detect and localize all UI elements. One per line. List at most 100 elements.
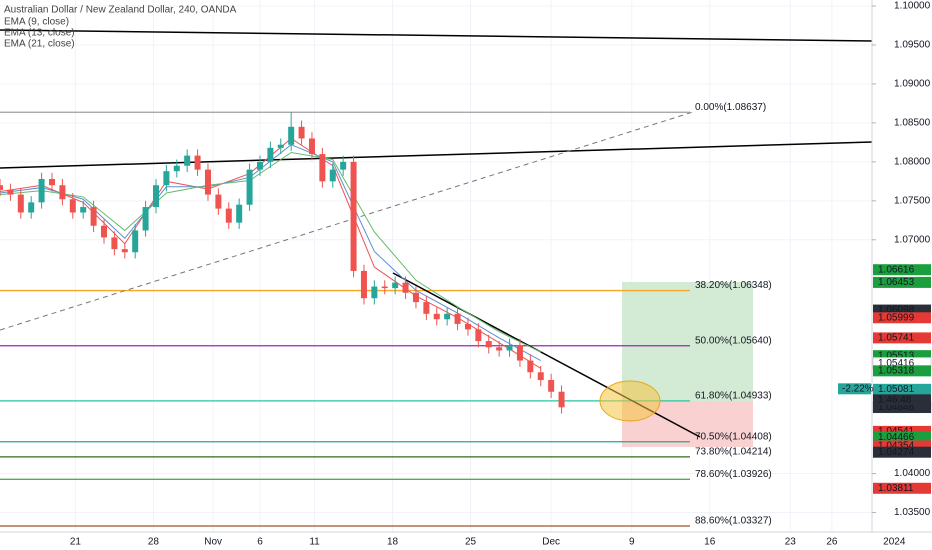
candle-body <box>288 126 295 145</box>
countdown-label: 1:46:48 <box>878 394 912 405</box>
price-label: 1.05513 <box>878 350 915 361</box>
candle-body <box>194 155 201 170</box>
fib-label: 38.20%(1.06348) <box>695 280 772 291</box>
candle-body <box>423 302 430 314</box>
price-label: 1.05318 <box>878 365 915 376</box>
legend-entry: EMA (13, close) <box>4 28 75 39</box>
price-label: 1.04541 <box>878 426 915 437</box>
candle-body <box>152 185 159 208</box>
candle-body <box>163 171 170 186</box>
candle-body <box>350 161 357 271</box>
candle-body <box>548 380 555 392</box>
y-tick-label: 1.09500 <box>894 40 931 51</box>
candle-body <box>17 194 24 213</box>
price-label-box <box>873 304 931 316</box>
price-label: 1.05081 <box>878 384 915 395</box>
trend-line <box>0 111 694 331</box>
price-label-box <box>873 401 931 413</box>
candle-body <box>496 347 503 351</box>
x-tick-label: 16 <box>704 537 716 548</box>
legend-entry: EMA (9, close) <box>4 17 69 28</box>
price-label-box <box>873 350 931 362</box>
candle-body <box>298 126 305 139</box>
price-label-box <box>873 425 931 437</box>
candle-body <box>308 138 315 155</box>
candle-body <box>100 225 107 238</box>
candle-body <box>7 189 14 195</box>
fib-label: 88.60%(1.03327) <box>695 516 772 527</box>
candle-body <box>225 208 232 223</box>
price-label-box <box>873 365 931 377</box>
price-label: 1.05741 <box>878 333 915 344</box>
x-tick-label: 23 <box>785 537 797 548</box>
price-label-box <box>873 276 931 288</box>
candle-body <box>80 207 87 213</box>
candle-body <box>142 207 149 231</box>
candle-body <box>558 391 565 408</box>
x-tick-label: 28 <box>148 537 160 548</box>
candle-body <box>444 313 451 320</box>
price-label: 1.06098 <box>878 305 915 316</box>
candle-body <box>464 323 471 330</box>
candle-body <box>329 169 336 182</box>
x-tick-label: Dec <box>542 537 560 548</box>
candle-body <box>371 286 378 299</box>
candle-body <box>111 237 118 250</box>
price-label: 1.03811 <box>878 483 914 494</box>
price-label: 1.04354 <box>878 441 915 452</box>
price-label-box <box>873 312 931 324</box>
candle-body <box>392 282 399 289</box>
x-tick-label: 18 <box>387 537 399 548</box>
candle-body <box>204 169 211 195</box>
candle-body <box>319 154 326 182</box>
candle-body <box>121 249 128 253</box>
candle-body <box>412 292 419 303</box>
candle-body <box>38 178 45 203</box>
change-box <box>838 383 871 395</box>
x-tick-label: 26 <box>826 537 838 548</box>
x-tick-label: 9 <box>629 537 635 548</box>
candle-body <box>69 199 76 213</box>
price-label: 1.04466 <box>878 432 915 443</box>
candle-body <box>454 313 461 324</box>
candle-body <box>340 161 347 170</box>
y-tick-label: 1.10000 <box>894 1 931 12</box>
fib-label: 50.00%(1.05640) <box>695 335 772 346</box>
fib-label: 61.80%(1.04933) <box>695 390 772 401</box>
candle-body <box>360 270 367 299</box>
axes: 1.10000 1.09500 1.09000 1.08500 1.08000 1.075… <box>70 1 932 548</box>
chart-title: Australian Dollar / New Zealand Dollar, … <box>4 5 237 16</box>
candle-body <box>527 360 534 373</box>
price-label: 1.06453 <box>878 277 915 288</box>
candle-body <box>475 329 482 342</box>
trend-line <box>0 29 873 42</box>
candle-body <box>48 178 55 186</box>
candle-body <box>132 230 139 253</box>
price-label: 1.04274 <box>878 447 915 458</box>
fib-label: 70.50%(1.04408) <box>695 431 772 442</box>
candle-body <box>485 341 492 348</box>
x-tick-label: Nov <box>204 537 222 548</box>
profit-zone <box>622 282 753 401</box>
candle-body <box>433 313 440 320</box>
fib-label: 0.00%(1.08637) <box>695 102 766 113</box>
candle-body <box>256 161 263 170</box>
y-tick-label: 1.09000 <box>894 79 931 90</box>
fib-label: 78.60%(1.03926) <box>695 469 772 480</box>
y-tick-label: 1.07500 <box>894 195 931 206</box>
price-label: 1.05999 <box>878 312 915 323</box>
trend-line <box>0 141 873 169</box>
price-label-box <box>873 446 931 458</box>
price-label-box <box>873 264 931 276</box>
price-label: 1.06616 <box>878 264 915 275</box>
candle-body <box>90 207 97 226</box>
y-tick-label: 1.08500 <box>894 118 931 129</box>
y-tick-label: 1.08000 <box>894 156 931 167</box>
candle-body <box>28 202 35 213</box>
price-label-box <box>873 440 931 452</box>
candle-body <box>236 204 243 223</box>
plot <box>0 111 565 414</box>
candle-body <box>506 344 513 351</box>
